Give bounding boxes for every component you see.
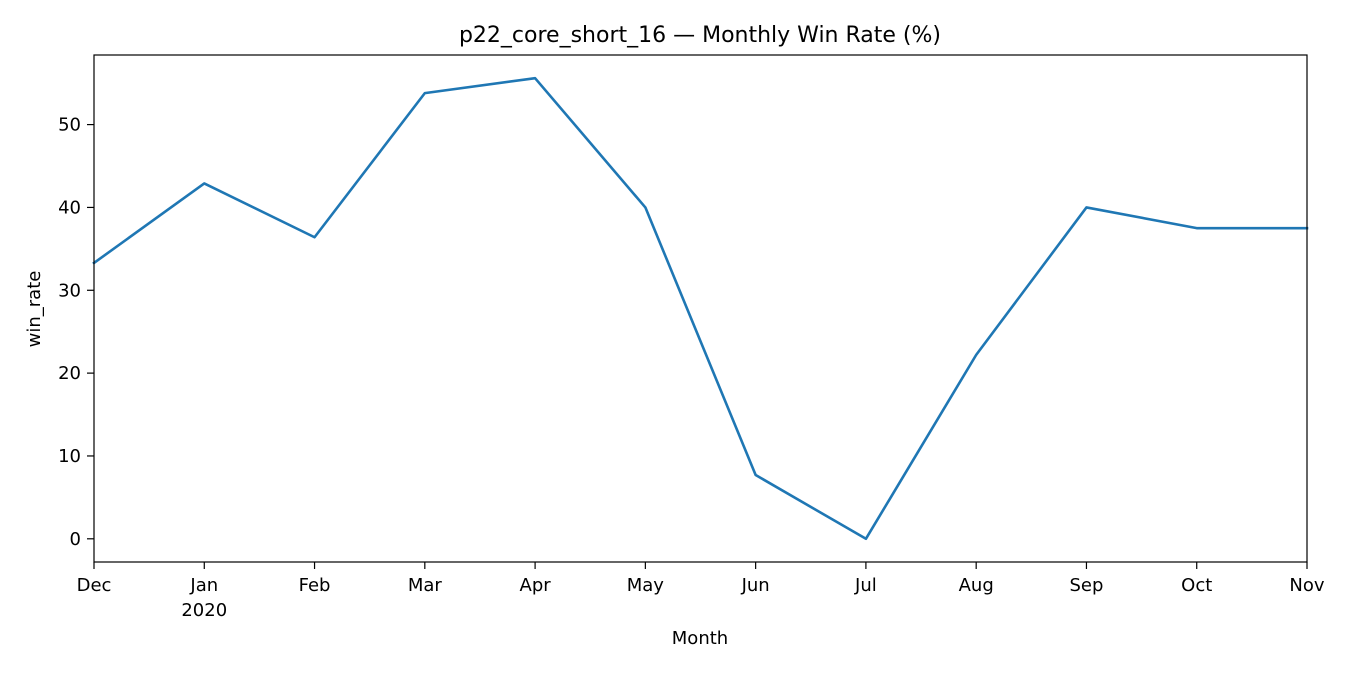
y-tick-label: 30 xyxy=(58,280,81,301)
series-layer xyxy=(92,76,1309,541)
x-tick-label: Dec xyxy=(77,575,112,596)
x-axis-label: Month xyxy=(672,628,728,649)
x-tick-label: Jun xyxy=(741,575,770,596)
x-tick-label: Apr xyxy=(520,575,552,596)
y-tick-label: 50 xyxy=(58,115,81,136)
x-tick-label: Aug xyxy=(959,575,994,596)
y-tick-label: 10 xyxy=(58,446,81,467)
x-tick-label: Sep xyxy=(1069,575,1103,596)
plot-frame xyxy=(93,54,1308,563)
x-tick-sublabel: 2020 xyxy=(181,600,227,621)
y-tick-label: 20 xyxy=(58,363,81,384)
series-line-0 xyxy=(92,76,1309,541)
y-axis: 0 10 20 30 40 50 xyxy=(58,115,94,550)
x-tick-label: Nov xyxy=(1289,575,1324,596)
x-axis: Dec Jan 2020 Feb Mar Apr May Jun Jul Aug Sep Oct Nov xyxy=(77,562,1325,621)
y-axis-label: win_rate xyxy=(24,271,45,348)
x-tick-label: Oct xyxy=(1181,575,1212,596)
x-tick-label: Jan xyxy=(189,575,218,596)
x-tick-label: Jul xyxy=(854,575,877,596)
x-tick-label: Mar xyxy=(408,575,443,596)
chart-title: p22_core_short_16 — Monthly Win Rate (%) xyxy=(459,23,941,48)
y-tick-label: 40 xyxy=(58,197,81,218)
x-tick-label: May xyxy=(627,575,665,596)
y-tick-label: 0 xyxy=(70,529,81,550)
x-tick-label: Feb xyxy=(299,575,331,596)
